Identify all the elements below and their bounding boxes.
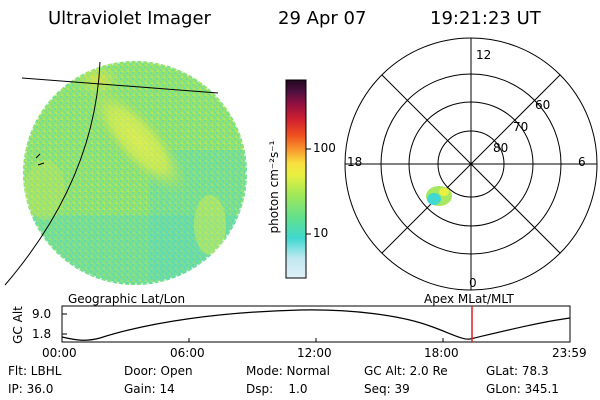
- orbit-xtick-label-1: 06:00: [170, 346, 205, 360]
- orbit-ytick-label-top: 9.0: [32, 307, 52, 321]
- mlt-label-0: 0: [469, 276, 477, 290]
- colorbar-tick-label-100: 100: [313, 141, 336, 155]
- orbit-right-title: Apex MLat/MLT: [424, 292, 514, 306]
- orbit-y-axis-label: GC Alt: [11, 306, 25, 344]
- instrument-title: Ultraviolet Imager: [48, 8, 211, 29]
- info-gc-alt: GC Alt: 2.0 Re: [364, 364, 448, 378]
- mlat-label-70: 70: [513, 120, 529, 134]
- orbit-xtick-label-0: 00:00: [42, 346, 77, 360]
- info-glat: GLat: 78.3: [486, 364, 549, 378]
- color-bar: [285, 79, 307, 279]
- orbit-plot-frame: [61, 305, 571, 343]
- info-gain: Gain: 14: [124, 382, 175, 396]
- geo-grid-line: [21, 77, 219, 94]
- info-seq: Seq: 39: [364, 382, 410, 396]
- date-label: 29 Apr 07: [278, 8, 367, 29]
- orbit-xtick-label-2: 12:00: [297, 346, 332, 360]
- info-filter: Flt: LBHL: [8, 364, 62, 378]
- geo-grid-mark: [35, 153, 45, 166]
- orbit-xtick-label-3: 18:00: [424, 346, 459, 360]
- info-door: Door: Open: [124, 364, 193, 378]
- time-label: 19:21:23 UT: [430, 8, 541, 29]
- info-ip: IP: 36.0: [8, 382, 54, 396]
- geo-grid-arc: [4, 61, 101, 286]
- polar-aurora-patch: [426, 186, 452, 206]
- info-glon: GLon: 345.1: [486, 382, 559, 396]
- info-dsp: Dsp: 1.0: [246, 382, 308, 396]
- aurora-image: [21, 59, 249, 287]
- orbit-ytick-label-bottom: 1.8: [32, 327, 52, 341]
- orbit-left-title: Geographic Lat/Lon: [68, 292, 186, 306]
- mlt-label-6: 6: [578, 155, 586, 169]
- orbit-xtick-label-4: 23:59: [552, 346, 587, 360]
- mlat-label-80: 80: [493, 141, 509, 155]
- mlt-label-18: 18: [347, 155, 363, 169]
- mlt-label-12: 12: [476, 48, 492, 62]
- orbit-xticks: [61, 338, 571, 342]
- polar-plot: [344, 37, 598, 291]
- colorbar-unit-label: photon cm⁻²s⁻¹: [267, 140, 281, 234]
- info-mode: Mode: Normal: [246, 364, 330, 378]
- mlat-label-60: 60: [535, 98, 551, 112]
- colorbar-tick-label-10: 10: [313, 226, 329, 240]
- altitude-curve: [61, 309, 571, 341]
